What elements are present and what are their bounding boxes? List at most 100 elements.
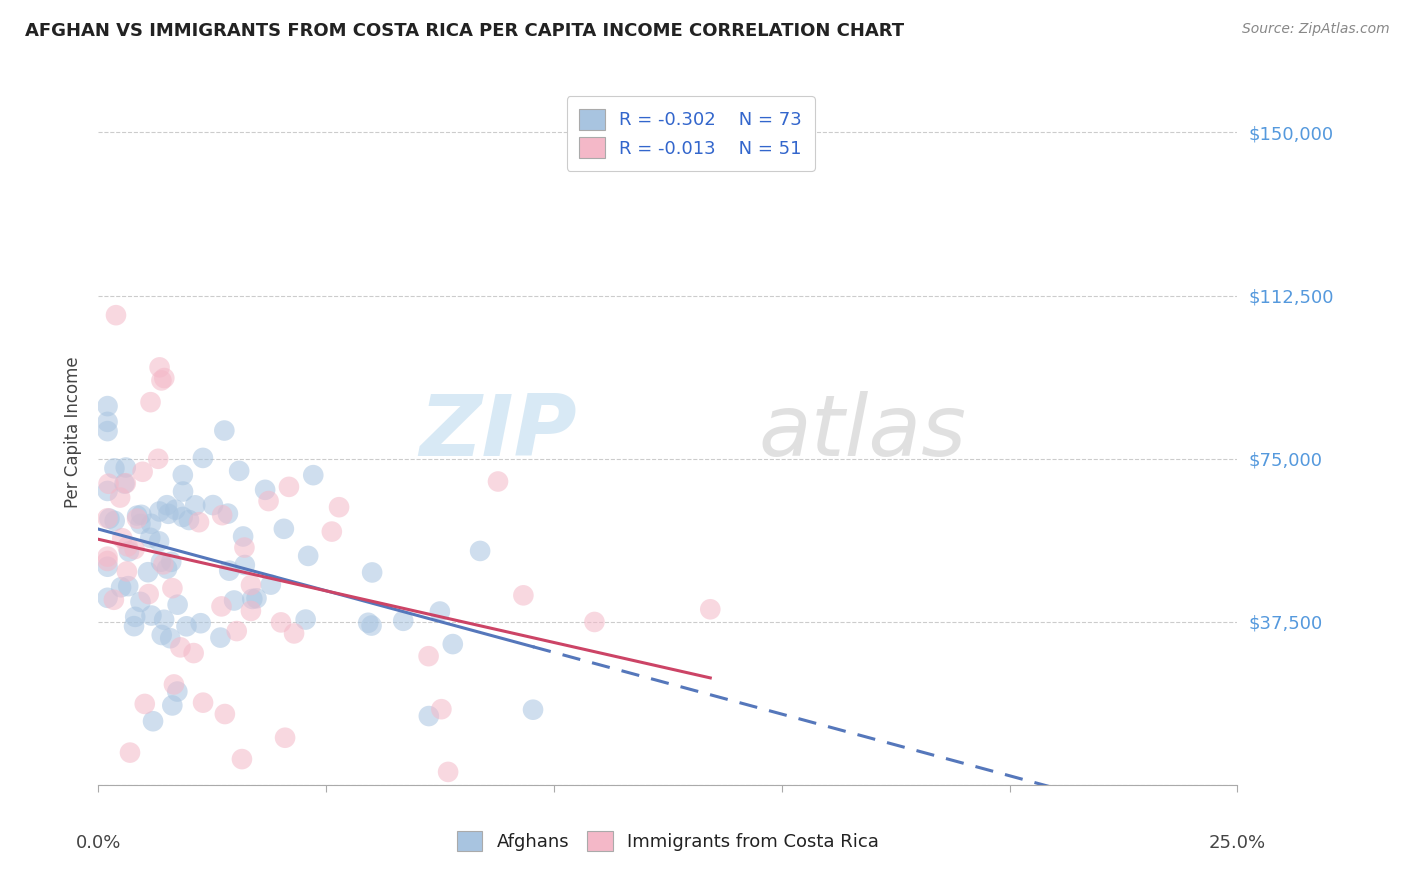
- Point: [201, 498, 224, 512]
- Point: [176, 619, 198, 633]
- Point: [188, 515, 211, 529]
- Point: [148, 360, 170, 375]
- Point: [190, 616, 212, 631]
- Point: [153, 371, 176, 385]
- Point: [139, 531, 162, 545]
- Text: ZIP: ZIP: [419, 391, 576, 475]
- Point: [357, 615, 380, 630]
- Point: [115, 565, 138, 579]
- Point: [260, 577, 283, 591]
- Point: [156, 498, 179, 512]
- Point: [124, 610, 146, 624]
- Point: [96, 559, 118, 574]
- Point: [148, 451, 170, 466]
- Point: [166, 684, 188, 698]
- Point: [441, 637, 464, 651]
- Point: [228, 464, 250, 478]
- Point: [139, 395, 162, 409]
- Point: [117, 540, 139, 554]
- Text: 0.0%: 0.0%: [76, 834, 121, 852]
- Point: [429, 605, 451, 619]
- Point: [270, 615, 292, 630]
- Point: [172, 468, 194, 483]
- Point: [129, 595, 152, 609]
- Point: [111, 531, 134, 545]
- Text: atlas: atlas: [759, 391, 967, 475]
- Point: [321, 524, 343, 539]
- Point: [214, 424, 236, 438]
- Point: [177, 513, 200, 527]
- Point: [96, 511, 118, 525]
- Point: [274, 731, 297, 745]
- Point: [141, 608, 163, 623]
- Point: [392, 614, 415, 628]
- Point: [191, 450, 214, 465]
- Point: [278, 480, 301, 494]
- Point: [254, 483, 277, 497]
- Point: [160, 555, 183, 569]
- Point: [166, 598, 188, 612]
- Point: [142, 714, 165, 729]
- Point: [172, 510, 194, 524]
- Point: [125, 511, 148, 525]
- Point: [96, 483, 118, 498]
- Point: [104, 514, 127, 528]
- Point: [117, 579, 139, 593]
- Point: [162, 698, 184, 713]
- Point: [108, 491, 131, 505]
- Point: [98, 511, 121, 525]
- Point: [512, 588, 534, 602]
- Point: [699, 602, 721, 616]
- Point: [96, 415, 118, 429]
- Point: [162, 581, 184, 595]
- Point: [103, 592, 125, 607]
- Point: [294, 613, 316, 627]
- Point: [150, 628, 173, 642]
- Point: [361, 566, 384, 580]
- Point: [184, 499, 207, 513]
- Point: [114, 476, 136, 491]
- Point: [191, 696, 214, 710]
- Point: [418, 649, 440, 664]
- Point: [157, 507, 180, 521]
- Point: [297, 549, 319, 563]
- Point: [172, 484, 194, 499]
- Point: [114, 460, 136, 475]
- Point: [222, 593, 245, 607]
- Point: [124, 542, 146, 557]
- Point: [153, 613, 176, 627]
- Point: [118, 746, 141, 760]
- Point: [149, 555, 172, 569]
- Point: [104, 308, 127, 322]
- Point: [134, 697, 156, 711]
- Point: [183, 646, 205, 660]
- Point: [211, 508, 233, 523]
- Point: [163, 677, 186, 691]
- Point: [583, 615, 606, 629]
- Point: [114, 476, 136, 491]
- Y-axis label: Per Capita Income: Per Capita Income: [63, 357, 82, 508]
- Point: [96, 591, 118, 605]
- Point: [245, 591, 267, 606]
- Point: [522, 703, 544, 717]
- Point: [97, 476, 120, 491]
- Point: [273, 522, 295, 536]
- Point: [131, 508, 153, 522]
- Point: [217, 507, 239, 521]
- Point: [118, 544, 141, 558]
- Point: [211, 599, 233, 614]
- Point: [122, 619, 145, 633]
- Point: [152, 558, 174, 572]
- Point: [148, 534, 170, 549]
- Point: [96, 549, 118, 564]
- Point: [96, 424, 118, 438]
- Point: [418, 709, 440, 723]
- Point: [283, 626, 305, 640]
- Point: [225, 624, 247, 638]
- Point: [103, 461, 125, 475]
- Point: [468, 544, 491, 558]
- Point: [110, 580, 132, 594]
- Point: [231, 752, 253, 766]
- Text: Source: ZipAtlas.com: Source: ZipAtlas.com: [1241, 22, 1389, 37]
- Point: [486, 475, 509, 489]
